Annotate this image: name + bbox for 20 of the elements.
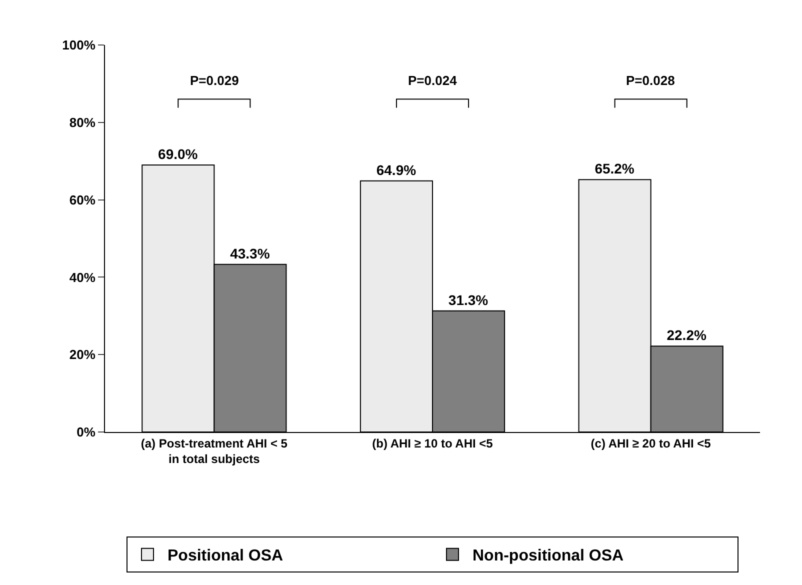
y-tick-label: 40% [69, 270, 96, 285]
annotation: P=0.029 [190, 73, 239, 88]
annotation: P=0.028 [626, 73, 675, 88]
y-tick-label: 20% [69, 347, 96, 362]
x-tick-label: (b) AHI ≥ 10 to AHI <5 [372, 436, 494, 450]
x-tick-label: (c) AHI ≥ 20 to AHI <5 [590, 436, 712, 450]
y-tick-label: 0% [76, 424, 96, 440]
data-label: 31.3% [448, 292, 489, 308]
legend-label: Positional OSA [168, 548, 284, 565]
data-label: 65.2% [594, 160, 635, 177]
annotation: P=0.024 [408, 73, 458, 88]
y-tick-label: 100% [62, 38, 96, 53]
data-label: 69.0% [158, 146, 198, 162]
y-tick-label: 60% [69, 192, 96, 208]
legend-label: Non-positional OSA [472, 548, 624, 565]
x-tick-label: (a) Post-treatment AHI < 5 in total subjects [140, 436, 288, 466]
data-label: 22.2% [666, 327, 707, 344]
data-label: 43.3% [230, 245, 270, 262]
y-tick-label: 80% [69, 114, 96, 130]
data-label: 64.9% [376, 162, 417, 178]
